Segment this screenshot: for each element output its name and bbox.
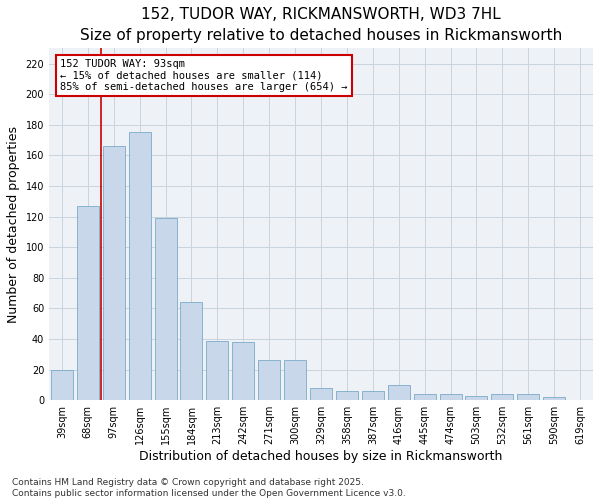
- Bar: [232, 342, 254, 400]
- Bar: [440, 394, 461, 400]
- Bar: [181, 302, 202, 400]
- Title: 152, TUDOR WAY, RICKMANSWORTH, WD3 7HL
Size of property relative to detached hou: 152, TUDOR WAY, RICKMANSWORTH, WD3 7HL S…: [80, 7, 562, 43]
- Bar: [77, 206, 99, 400]
- Bar: [517, 394, 539, 400]
- Bar: [128, 132, 151, 400]
- Bar: [155, 218, 176, 400]
- Bar: [491, 394, 514, 400]
- Y-axis label: Number of detached properties: Number of detached properties: [7, 126, 20, 323]
- Bar: [362, 391, 384, 400]
- Bar: [543, 397, 565, 400]
- X-axis label: Distribution of detached houses by size in Rickmansworth: Distribution of detached houses by size …: [139, 450, 503, 463]
- Bar: [310, 388, 332, 400]
- Bar: [336, 391, 358, 400]
- Bar: [206, 340, 229, 400]
- Bar: [388, 385, 410, 400]
- Bar: [284, 360, 306, 401]
- Bar: [413, 394, 436, 400]
- Bar: [51, 370, 73, 400]
- Bar: [258, 360, 280, 401]
- Text: 152 TUDOR WAY: 93sqm
← 15% of detached houses are smaller (114)
85% of semi-deta: 152 TUDOR WAY: 93sqm ← 15% of detached h…: [60, 59, 347, 92]
- Text: Contains HM Land Registry data © Crown copyright and database right 2025.
Contai: Contains HM Land Registry data © Crown c…: [12, 478, 406, 498]
- Bar: [103, 146, 125, 401]
- Bar: [466, 396, 487, 400]
